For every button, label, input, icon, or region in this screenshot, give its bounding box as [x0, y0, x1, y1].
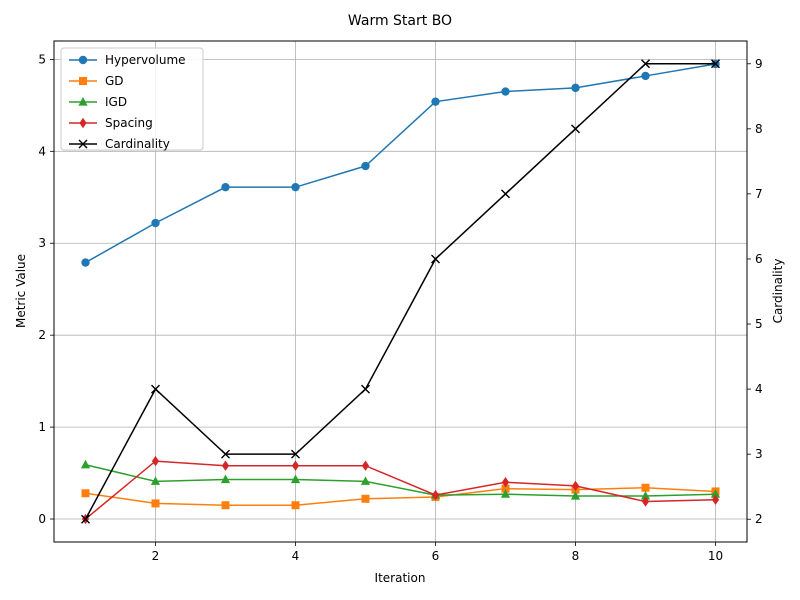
spacing-point — [431, 489, 440, 501]
legend-item-spacing: Spacing — [69, 116, 153, 130]
igd-point — [290, 474, 301, 484]
hypervolume-point — [81, 258, 90, 267]
cardinality-point — [711, 59, 720, 69]
igd-point — [710, 489, 721, 498]
x-tick-label: 4 — [292, 549, 300, 563]
igd-point — [640, 491, 651, 500]
gd-point — [221, 501, 230, 510]
x-tick-label: 8 — [572, 549, 580, 563]
x-tick-label: 2 — [152, 549, 160, 563]
legend-marker-igd — [78, 97, 88, 106]
gd-line — [85, 487, 716, 506]
y2-tick-label: 5 — [755, 317, 763, 331]
hypervolume-point — [291, 182, 300, 192]
legend-label-spacing: Spacing — [105, 116, 153, 130]
spacing-point — [571, 480, 580, 492]
y2-tick-label: 4 — [755, 382, 763, 396]
hypervolume-point — [431, 97, 440, 106]
hypervolume-point — [501, 87, 510, 96]
legend-label-hypervolume: Hypervolume — [105, 53, 186, 67]
cardinality-point — [221, 449, 230, 459]
y-axis-right: 2 3 4 5 6 7 8 9 — [747, 57, 763, 526]
legend-item-gd: GD — [69, 74, 124, 88]
y-tick-label: 4 — [38, 144, 46, 158]
legend-label-igd: IGD — [105, 95, 127, 109]
cardinality-point — [571, 124, 580, 134]
spacing-point — [291, 460, 300, 471]
legend-marker-spacing — [79, 117, 87, 129]
hypervolume-line — [85, 63, 716, 264]
cardinality-line — [84, 63, 716, 520]
igd-point — [150, 476, 161, 485]
gd-point — [291, 501, 300, 510]
legend-item-cardinality: Cardinality — [69, 137, 170, 151]
y2-tick-label: 3 — [755, 447, 763, 461]
cardinality-point — [641, 59, 650, 69]
series-layer — [80, 59, 721, 525]
hypervolume-point — [151, 218, 160, 228]
y2-tick-label: 6 — [755, 252, 763, 266]
legend-marker-gd — [79, 77, 87, 85]
spacing-point — [711, 494, 720, 505]
gd-point — [151, 499, 160, 508]
hypervolume-point — [571, 83, 580, 93]
y2-axis-label: Cardinality — [771, 259, 785, 324]
series-cardinality — [81, 59, 720, 524]
y-tick-label: 0 — [38, 512, 46, 526]
series-spacing — [81, 455, 720, 525]
gd-point — [641, 483, 650, 492]
x-axis-label: Iteration — [375, 571, 426, 585]
legend-item-hypervolume: Hypervolume — [69, 53, 186, 67]
legend-marker-hypervolume — [78, 55, 88, 65]
x-tick-label: 10 — [708, 549, 723, 563]
legend-item-igd: IGD — [69, 95, 127, 109]
legend-marker-cardinality — [78, 139, 88, 149]
plot-frame — [53, 40, 748, 543]
chart-title: Warm Start BO — [348, 13, 452, 29]
spacing-point — [641, 496, 650, 507]
legend-label-gd: GD — [105, 74, 124, 88]
cardinality-point — [431, 254, 440, 264]
igd-point — [360, 476, 371, 485]
cardinality-point — [81, 514, 90, 524]
igd-point — [220, 474, 231, 484]
y2-tick-label: 8 — [755, 122, 763, 136]
igd-point — [500, 489, 511, 498]
y2-tick-label: 2 — [755, 512, 763, 526]
cardinality-point — [501, 189, 510, 199]
igd-line — [85, 464, 716, 497]
legend-label-cardinality: Cardinality — [105, 137, 170, 151]
y2-tick-label: 9 — [755, 57, 763, 71]
y-tick-label: 3 — [38, 236, 46, 250]
cardinality-point — [151, 384, 160, 394]
gd-point — [501, 484, 510, 493]
y2-tick-label: 7 — [755, 187, 763, 201]
x-tick-label: 6 — [432, 549, 440, 563]
igd-point — [80, 459, 91, 469]
gd-point — [361, 494, 370, 503]
igd-point — [570, 491, 581, 500]
y-tick-label: 5 — [38, 52, 46, 66]
spacing-line — [85, 460, 716, 520]
y-axis-left: 0 1 2 3 4 5 — [38, 52, 54, 526]
hypervolume-point — [641, 71, 650, 81]
x-axis: 2 4 6 8 10 — [152, 542, 723, 563]
hypervolume-point — [361, 161, 370, 171]
y-tick-label: 2 — [38, 328, 46, 342]
spacing-point — [151, 455, 160, 467]
y-tick-label: 1 — [38, 420, 46, 434]
legend-box — [60, 47, 204, 151]
cardinality-point — [361, 384, 370, 394]
series-hypervolume — [81, 59, 720, 267]
hypervolume-point — [221, 182, 230, 192]
legend: Hypervolume GD IGD Spacing Cardinality — [60, 47, 204, 151]
spacing-point — [361, 460, 370, 471]
y-axis-label: Metric Value — [14, 254, 28, 328]
gd-point — [81, 489, 90, 498]
spacing-point — [221, 460, 230, 471]
spacing-point — [501, 477, 510, 488]
cardinality-point — [291, 449, 300, 459]
